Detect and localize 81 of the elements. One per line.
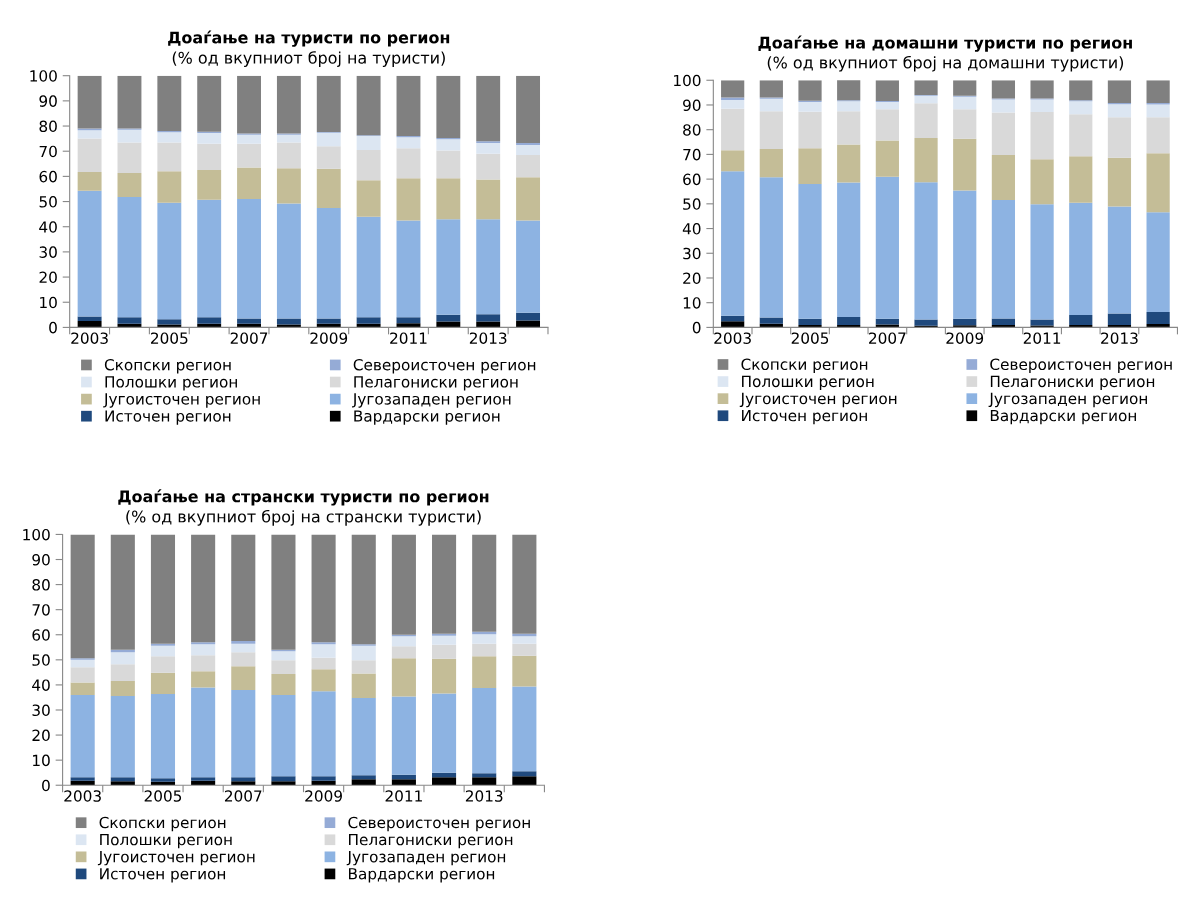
x-tick-label: 2005	[151, 332, 188, 344]
legend-label: Вардарски регион	[349, 868, 495, 883]
y-tick-label: 60	[683, 173, 701, 186]
y-tick-label: 50	[39, 196, 57, 208]
y-tick-label: 40	[32, 679, 50, 691]
y-tick-label: 80	[32, 579, 50, 591]
y-tick-label: 70	[39, 145, 57, 158]
x-tick-label: 2007	[869, 332, 906, 344]
y-tick-label: 80	[39, 120, 57, 133]
x-tick-label: 2011	[1023, 332, 1061, 344]
x-tick-label: 2013	[465, 790, 503, 802]
y-tick-label: 50	[683, 198, 701, 210]
y-tick-label: 100	[30, 70, 57, 82]
x-tick-label: 2011	[390, 332, 427, 344]
chart-title: Доаѓање на туристи по регион	[168, 30, 450, 47]
y-tick-label: 10	[683, 297, 701, 309]
y-tick-label: 30	[683, 247, 701, 260]
y-tick-label: 20	[32, 729, 50, 742]
y-tick-label: 10	[40, 296, 57, 309]
legend-label: Скопски регион	[104, 358, 231, 374]
y-tick-label: 0	[42, 779, 50, 792]
legend-label: Источен регион	[100, 868, 226, 883]
x-tick-label: 2009	[305, 790, 342, 802]
x-tick-label: 2011	[385, 790, 422, 802]
x-tick-label: 2013	[1101, 332, 1138, 344]
legend-label: Вардарски регион	[354, 410, 500, 425]
legend-label: Југозападен регион	[988, 392, 1147, 408]
y-tick-label: 20	[39, 271, 57, 284]
x-tick-label: 2003	[71, 332, 108, 344]
legend-label: Југоисточен регион	[103, 393, 260, 408]
y-tick-label: 30	[39, 246, 57, 258]
y-tick-label: 20	[683, 272, 701, 284]
legend-label: Пелагониски регион	[990, 375, 1155, 391]
legend-label: Источен регион	[742, 409, 867, 425]
x-tick-label: 2007	[224, 790, 262, 802]
x-tick-label: 2003	[714, 332, 751, 344]
y-tick-label: 100	[674, 74, 701, 87]
legend-label: Полошки регион	[742, 375, 874, 391]
x-tick-label: 2003	[64, 790, 101, 802]
y-tick-label: 60	[32, 629, 50, 641]
y-tick-label: 90	[32, 553, 50, 566]
y-tick-label: 40	[682, 223, 701, 235]
legend-label: Полошки регион	[105, 376, 237, 391]
chart-subtitle: (% од вкупниот број на странски туристи)	[126, 509, 481, 526]
legend-label: Источен регион	[105, 410, 231, 425]
y-tick-label: 10	[33, 754, 50, 767]
y-tick-label: 0	[692, 321, 701, 334]
x-tick-label: 2007	[230, 332, 268, 344]
x-tick-label: 2009	[946, 332, 984, 344]
y-tick-label: 50	[32, 654, 50, 666]
y-tick-label: 80	[683, 124, 701, 136]
legend-label: Полошки регион	[100, 833, 232, 849]
legend-label: Североисточен регион	[353, 358, 536, 374]
chart-title: Доаѓање на домашни туристи по регион	[758, 35, 1132, 52]
y-tick-label: 90	[683, 99, 701, 111]
legend-label: Југоисточен регион	[97, 851, 255, 866]
legend-label: Југозападен регион	[352, 393, 511, 408]
x-tick-label: 2005	[144, 790, 182, 802]
y-tick-label: 40	[39, 221, 57, 233]
y-tick-label: 70	[32, 604, 50, 616]
y-tick-label: 0	[49, 321, 57, 334]
y-tick-label: 100	[23, 528, 50, 541]
x-tick-label: 2009	[310, 332, 348, 344]
legend-label: Југозападен регион	[346, 851, 506, 866]
legend-label: Североисточен регион	[348, 816, 530, 832]
y-tick-label: 70	[683, 148, 701, 161]
legend-label: Скопски регион	[741, 358, 868, 374]
chart-subtitle: (% од вкупниот број на домашни туристи)	[767, 55, 1124, 72]
chart-title: Доаѓање на странски туристи по регион	[118, 489, 489, 506]
legend-label: Пелагониски регион	[349, 833, 513, 849]
legend-label: Југоисточен регион	[739, 392, 897, 408]
legend-label: Вардарски регион	[990, 409, 1136, 425]
y-tick-label: 90	[39, 95, 57, 107]
legend-label: Пелагониски регион	[354, 376, 518, 391]
y-tick-label: 60	[39, 170, 57, 183]
chart-subtitle: (% од вкупниот број на туристи)	[172, 51, 445, 67]
y-tick-label: 30	[32, 704, 50, 717]
legend-label: Скопски регион	[99, 816, 226, 832]
x-tick-label: 2013	[469, 332, 507, 344]
legend-label: Североисточен регион	[990, 358, 1172, 374]
x-tick-label: 2005	[791, 332, 829, 344]
